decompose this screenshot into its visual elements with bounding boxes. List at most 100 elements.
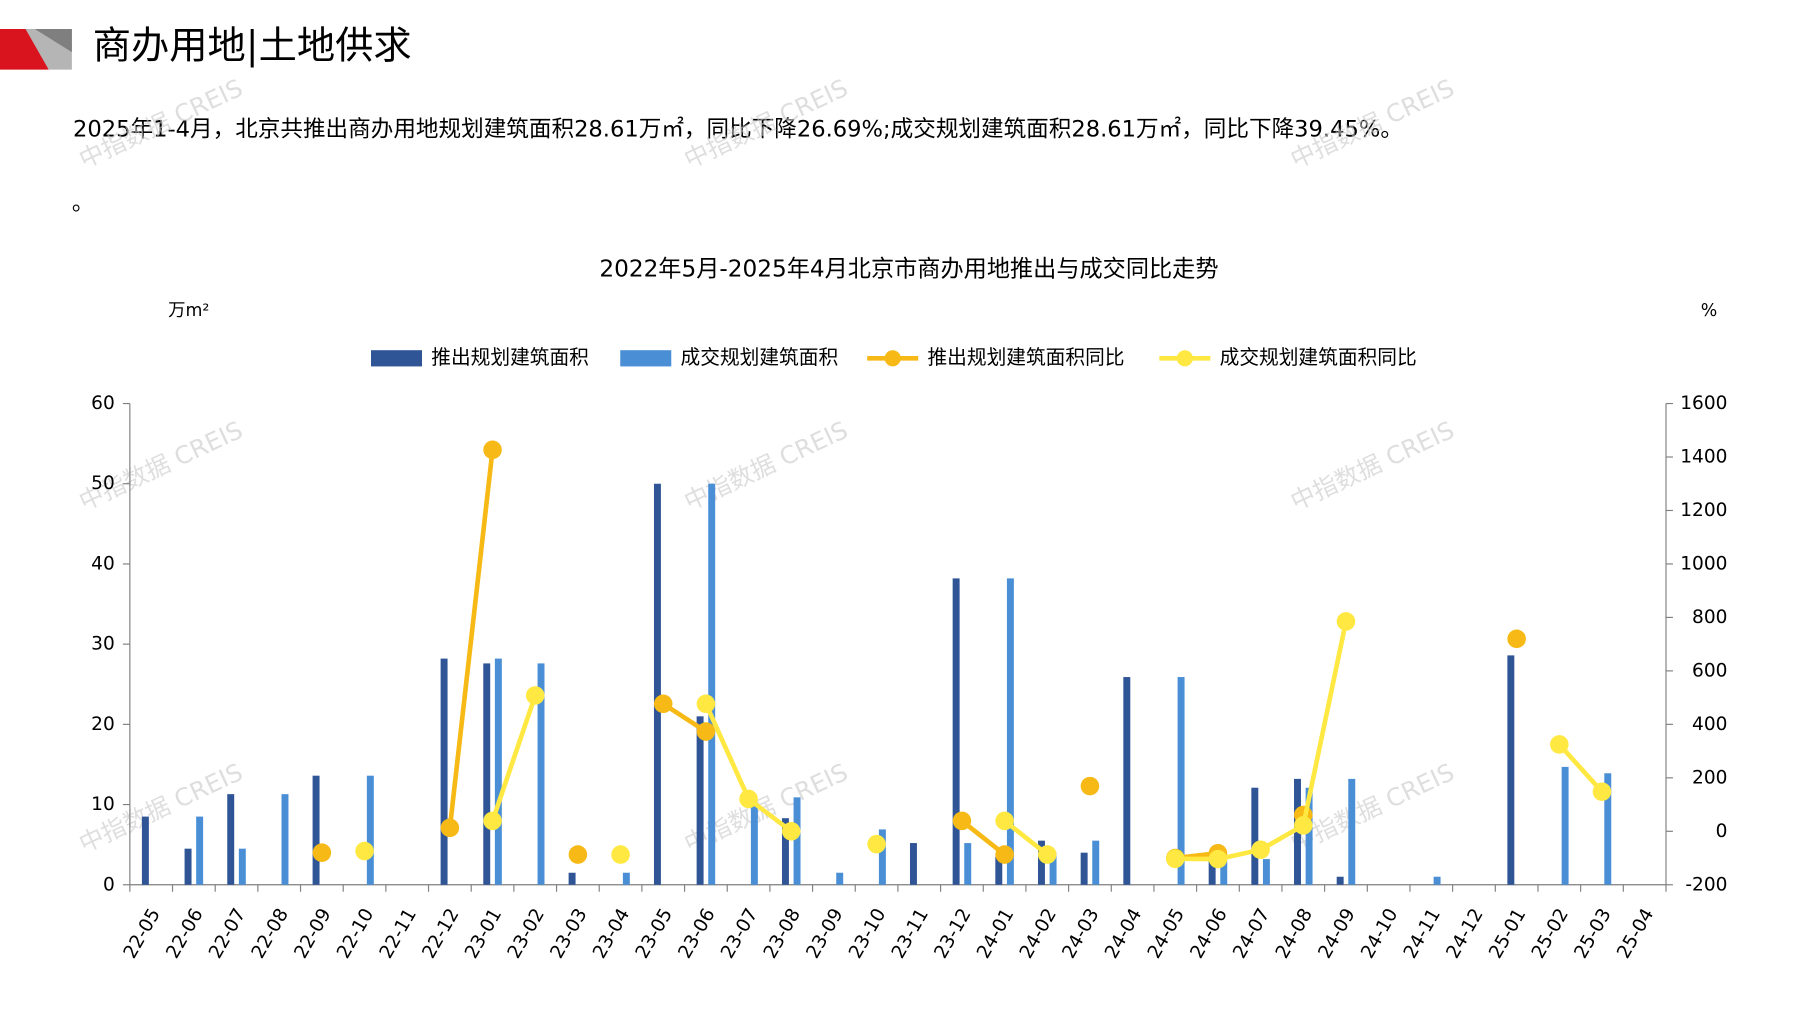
- point: [696, 722, 716, 741]
- x-tick-label: 22-11: [376, 905, 421, 962]
- y2-tick-label: 1400: [1680, 447, 1727, 468]
- summary: 2025年1-4月，北京共推出商办用地规划建筑面积28.61万㎡，同比下降26.…: [73, 116, 1403, 142]
- point: [312, 843, 332, 862]
- y2-tick-label: 600: [1692, 660, 1727, 681]
- point: [440, 818, 460, 838]
- y-tick-label: 60: [91, 393, 115, 414]
- point: [995, 811, 1014, 831]
- x-tick-label: 24-04: [1101, 905, 1146, 962]
- x-tick-label: 22-05: [120, 905, 165, 962]
- point: [483, 440, 502, 460]
- y2-tick-label: 1200: [1680, 500, 1727, 521]
- bar: [483, 663, 491, 885]
- bar: [196, 816, 204, 885]
- y2-tick-label: 800: [1692, 607, 1727, 628]
- y2-tick-label: -200: [1685, 874, 1727, 895]
- bar: [793, 797, 801, 885]
- x-tick-label: 22-12: [418, 905, 463, 962]
- bar: [238, 848, 246, 885]
- point: [1080, 776, 1100, 796]
- bar: [995, 856, 1003, 885]
- x-tick-label: 24-02: [1016, 905, 1061, 962]
- bar: [836, 872, 844, 885]
- legend-label: 成交规划建筑面积: [681, 346, 839, 369]
- point: [1336, 612, 1356, 631]
- bar: [1177, 677, 1185, 885]
- x-tick-label: 23-08: [760, 905, 805, 962]
- slide-title: 商办用地|土地供求: [93, 24, 412, 69]
- bar: [653, 483, 661, 885]
- x-tick-label: 25-01: [1485, 905, 1530, 962]
- x-tick-label: 23-04: [589, 905, 634, 962]
- legend-swatch: [620, 350, 672, 367]
- watermark: 中指数据 CREIS: [74, 415, 247, 516]
- legend-swatch: [370, 350, 423, 367]
- summary-note: 。: [72, 191, 94, 216]
- bar: [1262, 859, 1270, 885]
- point: [1037, 845, 1057, 864]
- watermark: 中指数据 CREIS: [680, 415, 853, 516]
- y-tick-label: 20: [91, 714, 115, 735]
- legend-label: 成交规划建筑面积同比: [1220, 346, 1417, 369]
- point: [525, 686, 545, 705]
- point: [483, 811, 502, 831]
- bar: [964, 843, 972, 885]
- bar: [878, 829, 886, 885]
- x-tick-label: 25-04: [1613, 905, 1658, 962]
- bar: [1220, 860, 1228, 885]
- bar: [1561, 766, 1569, 885]
- bar: [622, 872, 630, 885]
- y-tick-label: 0: [103, 874, 115, 895]
- x-tick-label: 23-02: [504, 905, 549, 962]
- x-tick-label: 24-09: [1315, 905, 1360, 962]
- bar: [1604, 773, 1612, 885]
- point: [1592, 782, 1612, 802]
- point: [1166, 849, 1185, 869]
- x-tick-label: 22-09: [290, 905, 335, 962]
- point: [1550, 735, 1569, 754]
- x-tick-label: 24-08: [1272, 905, 1317, 962]
- bar: [312, 775, 320, 885]
- point: [611, 845, 630, 864]
- bar: [1049, 852, 1057, 885]
- x-tick-label: 22-06: [162, 905, 207, 962]
- x-tick-label: 23-12: [931, 905, 976, 962]
- watermarks: 中指数据 CREIS 中指数据 CREIS 中指数据 CREIS 中指数据 CR…: [74, 73, 1458, 858]
- point: [696, 694, 716, 714]
- point: [867, 834, 886, 854]
- bar: [1080, 852, 1088, 885]
- bar: [366, 775, 374, 885]
- bar: [568, 872, 576, 885]
- bar: [1305, 787, 1313, 885]
- watermark: 中指数据 CREIS: [1286, 415, 1459, 516]
- line: [447, 449, 495, 829]
- bar: [227, 794, 235, 885]
- point: [995, 845, 1014, 864]
- bar: [1433, 876, 1441, 885]
- bar: [1123, 677, 1131, 885]
- x-tick-label: 24-11: [1400, 905, 1445, 962]
- bar: [1208, 852, 1216, 885]
- chart-title: 2022年5月-2025年4月北京市商办用地推出与成交同比走势: [599, 256, 1218, 283]
- bar: [1251, 787, 1259, 885]
- y-tick-label: 30: [91, 634, 115, 655]
- x-tick-label: 25-02: [1528, 905, 1573, 962]
- x-tick-label: 23-09: [803, 905, 848, 962]
- point: [1208, 849, 1228, 869]
- bar: [494, 658, 502, 885]
- x-tick-label: 24-06: [1187, 905, 1232, 962]
- point: [1251, 840, 1270, 860]
- x-tick-label: 24-12: [1443, 905, 1488, 962]
- logo-red: [0, 28, 49, 70]
- bar: [141, 816, 149, 885]
- bar: [281, 794, 289, 885]
- point: [653, 694, 673, 714]
- x-tick-label: 24-05: [1144, 905, 1189, 962]
- y-tick-label: 40: [91, 553, 115, 574]
- x-tick-label: 24-10: [1357, 905, 1402, 962]
- bar: [1336, 876, 1344, 885]
- legend-swatch: [1176, 350, 1193, 367]
- point: [781, 822, 801, 841]
